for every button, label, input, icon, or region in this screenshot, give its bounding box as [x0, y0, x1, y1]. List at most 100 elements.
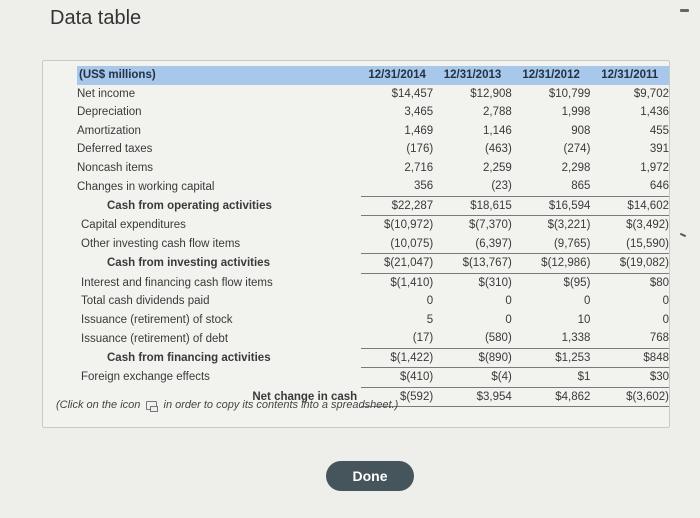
- cell: 1,338: [511, 329, 591, 349]
- cell: 0: [584, 295, 591, 308]
- copy-spreadsheet-icon[interactable]: [146, 400, 159, 412]
- cell: (23): [433, 177, 512, 197]
- row-label: Net change in cash: [252, 390, 358, 403]
- cell: (463): [484, 143, 512, 156]
- cell: 1,998: [561, 106, 591, 119]
- table-row: Amortization 1,469 1,146 908 455: [77, 122, 669, 141]
- data-table-panel: (US$ millions) 12/31/2014 12/31/2013 12/…: [42, 60, 670, 428]
- cell: $1: [511, 367, 591, 388]
- cell: (15,590): [590, 234, 669, 254]
- table-row: Noncash items 2,716 2,259 2,298 1,972: [77, 159, 669, 178]
- cell: 0: [426, 295, 434, 308]
- cash-flow-table: (US$ millions) 12/31/2014 12/31/2013 12/…: [77, 66, 669, 407]
- row-label: Amortization: [77, 124, 141, 137]
- cell: $16,594: [511, 196, 591, 216]
- cell: 1,469: [404, 124, 434, 137]
- copy-instructions: (Click on the icon in order to copy its …: [56, 399, 399, 412]
- cell: $14,602: [590, 196, 669, 216]
- cell: 391: [649, 143, 669, 156]
- cell: $(10,972): [383, 219, 434, 232]
- table-row: Changes in working capital 356 (23) 865 …: [77, 177, 669, 197]
- cell: 10: [577, 313, 591, 326]
- scroll-indicator-icon: [679, 232, 687, 238]
- cell: 768: [590, 329, 669, 349]
- cell: $3,954: [433, 387, 512, 407]
- minimize-icon[interactable]: [680, 9, 689, 12]
- table-row-subtotal: Cash from operating activities $22,287 $…: [77, 196, 669, 216]
- row-label: Other investing cash flow items: [81, 238, 241, 250]
- table-row: Deferred taxes (176) (463) (274) 391: [77, 140, 669, 159]
- row-label: Cash from operating activities: [107, 199, 272, 212]
- cell: (176): [406, 143, 434, 156]
- cell: 3,465: [404, 106, 434, 119]
- cell: 646: [590, 177, 669, 197]
- cell: 2,298: [561, 161, 591, 174]
- cell: $(95): [563, 276, 591, 289]
- cell: 2,259: [483, 161, 512, 174]
- table-row-total: Net change in cash $(592) $3,954 $4,862 …: [77, 387, 669, 407]
- cell: 2,716: [404, 161, 434, 174]
- cell: 0: [505, 295, 512, 308]
- cell: 1,972: [640, 161, 669, 174]
- done-button[interactable]: Done: [326, 461, 414, 491]
- cell: 1,436: [640, 106, 669, 119]
- table-row: Issuance (retirement) of debt (17) (580)…: [77, 329, 669, 349]
- row-label: Issuance (retirement) of stock: [81, 313, 233, 326]
- cell: 0: [505, 313, 512, 326]
- cell: $(410): [361, 367, 434, 388]
- table-header-row: (US$ millions) 12/31/2014 12/31/2013 12/…: [77, 66, 669, 85]
- row-label: Changes in working capital: [77, 180, 215, 193]
- cell: (9,765): [511, 234, 591, 254]
- column-header: 12/31/2013: [433, 66, 512, 85]
- footnote-text-start: (Click on the icon: [56, 399, 141, 411]
- cell: 865: [511, 177, 591, 197]
- row-label: Issuance (retirement) of debt: [81, 332, 229, 345]
- row-label: Capital expenditures: [81, 219, 186, 231]
- cell: 5: [426, 313, 434, 326]
- cell: $(1,410): [390, 276, 434, 289]
- cell: $80: [649, 276, 669, 289]
- cell: 356: [361, 177, 434, 197]
- cell: $12,908: [470, 87, 512, 100]
- cell: $(3,602): [590, 387, 669, 407]
- cell: (10,075): [361, 234, 434, 254]
- cell: 0: [662, 295, 669, 308]
- cell: $848: [590, 348, 669, 368]
- cell: $(19,082): [590, 253, 669, 274]
- row-label: Noncash items: [77, 161, 154, 174]
- cell: $(12,986): [511, 253, 591, 274]
- cell: $(3,221): [547, 219, 591, 232]
- cell: $(890): [433, 348, 512, 368]
- cell: (274): [563, 143, 591, 156]
- footnote-text-end: in order to copy its contents into a spr…: [163, 399, 399, 411]
- cell: (580): [433, 329, 512, 349]
- cell: 2,788: [483, 106, 512, 119]
- row-label: Net income: [77, 87, 136, 100]
- cell: $(21,047): [361, 253, 434, 274]
- row-label: Interest and financing cash flow items: [81, 276, 273, 289]
- table-row-subtotal: Cash from investing activities $(21,047)…: [77, 253, 669, 274]
- table-row: Depreciation 3,465 2,788 1,998 1,436: [77, 103, 669, 122]
- row-label: Cash from investing activities: [107, 257, 270, 270]
- cell: $(592): [361, 387, 434, 407]
- table-row: Capital expenditures $(10,972) $(7,370) …: [77, 216, 669, 235]
- table-row: Net income $14,457 $12,908 $10,799 $9,70…: [77, 85, 669, 104]
- cell: 908: [571, 124, 591, 137]
- cell: $(4): [433, 367, 512, 388]
- cell: (17): [361, 329, 434, 349]
- row-label: Deferred taxes: [77, 143, 153, 156]
- dialog-title: Data table: [50, 7, 142, 29]
- row-label: Total cash dividends paid: [81, 295, 210, 308]
- cell: $(310): [478, 276, 512, 289]
- cell: $30: [590, 367, 669, 388]
- row-label: Depreciation: [77, 106, 142, 119]
- cell: $(7,370): [468, 219, 512, 232]
- table-row-subtotal: Cash from financing activities $(1,422) …: [77, 348, 669, 368]
- row-label: Cash from financing activities: [107, 351, 271, 364]
- cell: $14,457: [391, 87, 434, 100]
- cell: 1,146: [483, 124, 512, 137]
- row-label: Foreign exchange effects: [81, 371, 210, 384]
- cell: $22,287: [361, 196, 434, 216]
- cell: $(3,492): [626, 219, 669, 232]
- table-row: Issuance (retirement) of stock 5 0 10 0: [77, 311, 669, 330]
